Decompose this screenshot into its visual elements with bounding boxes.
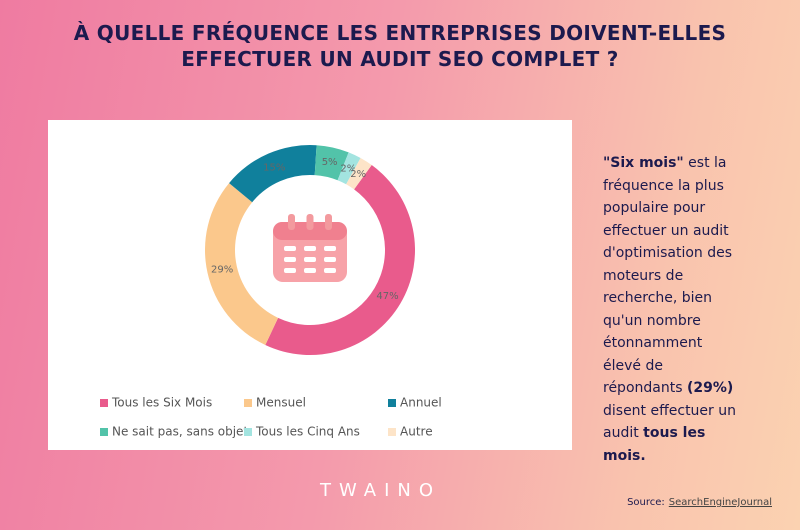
donut-segment	[205, 183, 279, 346]
source-label: Source:	[627, 497, 665, 508]
chart: 47%29%15% 5%2%2%Tous les Six Mois Mensuel A…	[48, 120, 572, 450]
legend-swatch	[244, 399, 252, 407]
donut-segment	[337, 152, 361, 185]
source: Source: SearchEngineJournal	[627, 497, 772, 508]
brand-text: TWAINO	[320, 480, 442, 501]
note-text: est la fréquence la plus populaire pour …	[603, 155, 733, 396]
value-label: 47%	[376, 291, 398, 302]
note-text: disent effectuer un audit	[603, 402, 736, 442]
source-name[interactable]: SearchEngineJournal	[668, 497, 772, 508]
legend-swatch	[100, 399, 108, 407]
value-label: 2%	[340, 164, 356, 175]
note-text: tous les mois.	[603, 425, 706, 464]
brand: TWAINO	[320, 480, 441, 501]
note-text: (29%)	[686, 380, 734, 396]
legend-swatch	[388, 428, 396, 436]
value-label: 5%	[322, 157, 338, 168]
legend-swatch	[100, 428, 108, 436]
legend-label: Mensuel	[256, 396, 306, 410]
note-text: "Six mois"	[603, 155, 684, 171]
value-label: 2%	[350, 169, 366, 180]
donut-segment	[314, 145, 349, 181]
donut-segment	[346, 157, 372, 190]
donut-segment	[265, 165, 416, 356]
legend-label: Autre	[400, 425, 433, 439]
calendar-icon	[273, 214, 347, 282]
value-label: 15%	[263, 162, 285, 173]
title: À QUELLE FRÉQUENCE LES ENTREPRISES DOIVE…	[0, 20, 800, 72]
legend-label: Tous les Six Mois	[111, 396, 212, 410]
legend-swatch	[388, 399, 396, 407]
value-label: 29%	[211, 265, 233, 276]
donut-segment	[229, 145, 317, 203]
legend-swatch	[244, 428, 252, 436]
legend-label: Tous les Cinq Ans	[255, 425, 360, 439]
legend-label: Annuel	[400, 396, 442, 410]
legend-label: Ne sait pas, sans objet	[112, 425, 248, 439]
title-line: À QUELLE FRÉQUENCE LES ENTREPRISES DOIVE…	[73, 21, 727, 45]
note: "Six mois" est la fréquence la plus popu…	[603, 152, 743, 467]
title-line: EFFECTUER UN AUDIT SEO COMPLET ?	[181, 47, 619, 71]
